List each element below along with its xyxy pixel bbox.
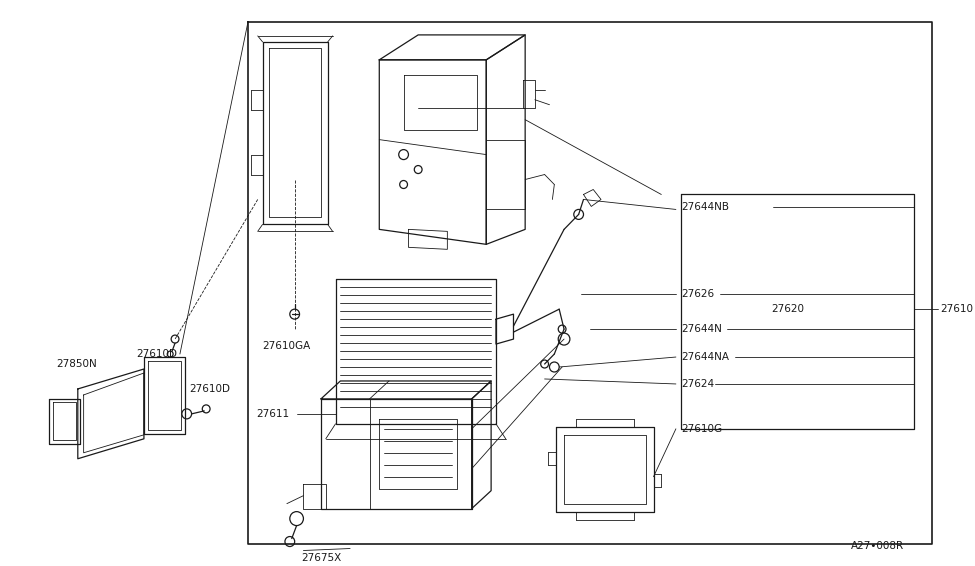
Text: 27626: 27626	[681, 289, 714, 299]
Text: 27850N: 27850N	[57, 359, 98, 369]
Text: 27620: 27620	[771, 304, 804, 314]
Text: 27644NA: 27644NA	[681, 352, 728, 362]
Text: 27675X: 27675X	[301, 554, 341, 564]
Text: 27610G: 27610G	[681, 424, 722, 434]
Text: 27610GA: 27610GA	[262, 341, 311, 351]
Text: 27624: 27624	[681, 379, 714, 389]
Text: 27644NB: 27644NB	[681, 203, 728, 212]
Text: 27610D: 27610D	[190, 384, 231, 394]
Text: 27611: 27611	[255, 409, 289, 419]
Text: 27610D: 27610D	[136, 349, 177, 359]
Text: 27610: 27610	[941, 304, 973, 314]
Text: 27644N: 27644N	[681, 324, 722, 334]
Text: A27•008R: A27•008R	[851, 541, 904, 551]
